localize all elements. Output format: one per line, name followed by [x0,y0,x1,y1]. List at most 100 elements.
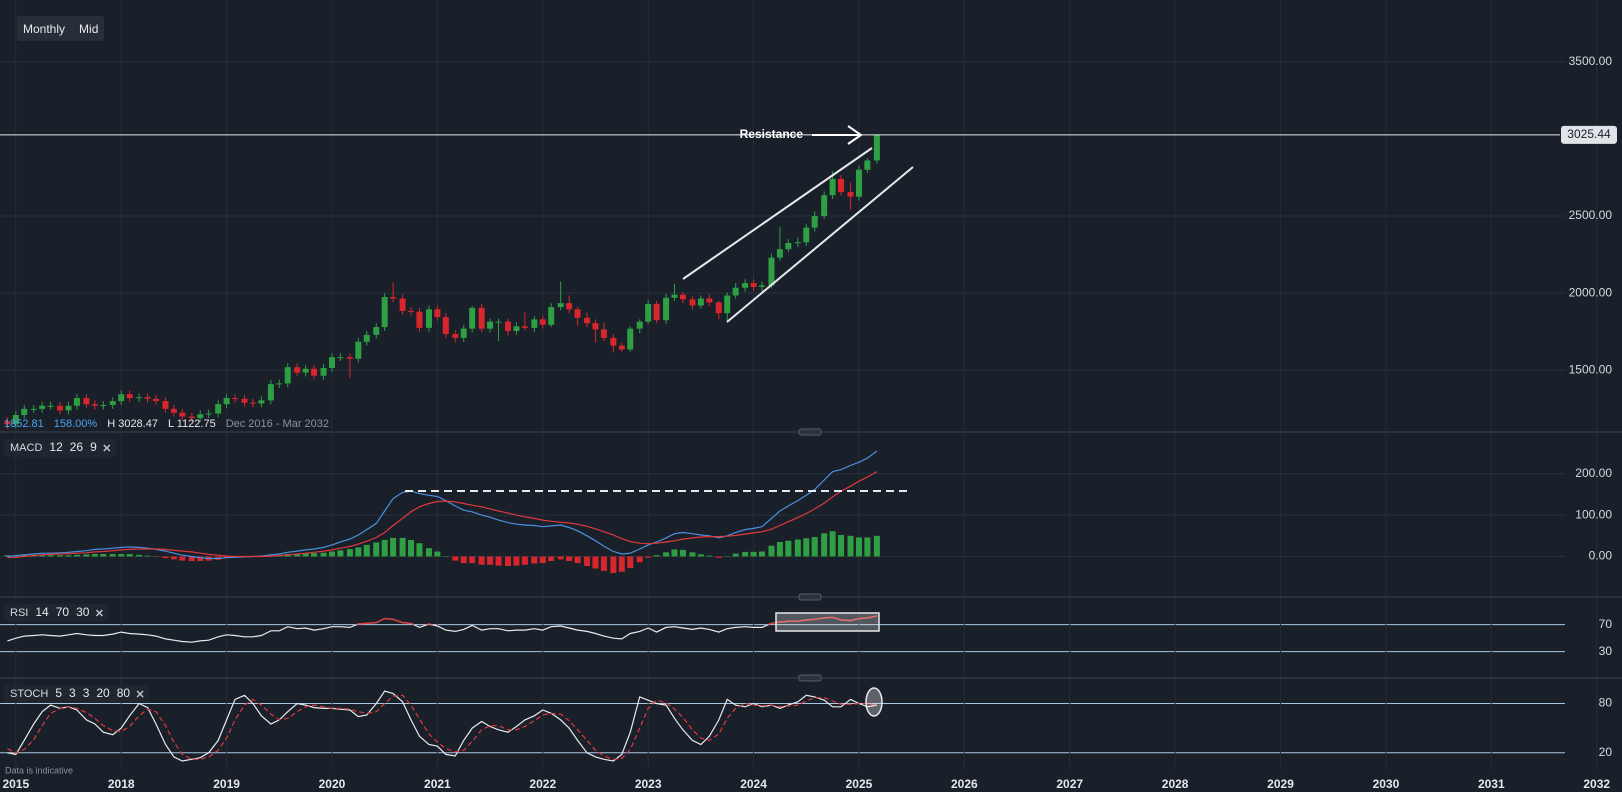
x-tick-label: 2027 [1056,777,1083,791]
y-tick-label: 80 [1599,696,1613,710]
histogram-bar [337,550,344,557]
candle-body [241,398,248,403]
indicator-name: STOCH [10,688,48,700]
histogram-bar [600,556,607,571]
candle-body [91,404,98,406]
x-tick-label: 2018 [108,777,135,791]
candle-body [346,357,353,359]
histogram-bar [363,544,370,557]
close-icon[interactable] [103,444,111,452]
histogram-bar [803,538,810,557]
histogram-bar [83,554,90,557]
candle-body [671,294,678,298]
histogram-bar [758,551,765,557]
candle-body [57,405,64,411]
candle-body [521,326,528,328]
resize-handle[interactable] [798,674,822,682]
histogram-bar [425,548,432,557]
x-tick-label: 2028 [1162,777,1189,791]
resize-handle[interactable] [798,593,822,601]
candle-body [39,405,46,409]
candle-body [821,195,828,216]
candle-body [785,243,792,250]
candle-body [4,421,11,425]
histogram-bar [126,553,133,557]
candle-body [425,309,432,328]
candle-body [697,298,704,306]
candle-body [548,307,555,325]
candle-body [328,357,335,368]
candle-body [758,285,765,287]
indicator-param: 14 [35,605,49,619]
histogram-bar [21,554,28,557]
footer-note: Data is indicative [5,765,73,775]
histogram-bar [390,537,397,557]
candle-body [742,283,749,288]
price-type-button[interactable]: Mid [79,21,99,36]
candle-body [144,397,151,399]
candle-body [416,311,423,328]
arrow-head [847,125,863,145]
histogram-bar [618,556,625,572]
candle-body [118,394,125,402]
histogram-bar [873,535,880,557]
x-tick-label: 2015 [2,777,29,791]
histogram-bar [294,553,301,557]
y-tick-label: 100.00 [1575,507,1612,521]
histogram-bar [689,552,696,557]
close-icon[interactable] [95,609,103,617]
candle-body [513,326,520,331]
histogram-bar [521,556,528,565]
histogram-bar [346,549,353,557]
histogram-bar [188,556,195,562]
candle-body [294,367,301,373]
histogram-bar [592,556,599,569]
histogram-bar [381,539,388,557]
candle-body [408,310,415,312]
close-icon[interactable] [136,690,144,698]
histogram-bar [855,537,862,557]
candle-body [109,401,116,405]
candle-body [724,295,731,314]
histogram-bar [495,556,502,566]
interval-button[interactable]: Monthly [23,21,66,36]
candle-body [873,134,880,161]
histogram-bar [4,555,11,557]
candle-body [205,413,212,415]
y-tick-label: 0.00 [1589,549,1613,563]
histogram-bar [610,556,617,574]
candle-body [170,408,177,413]
x-tick-label: 2021 [424,777,451,791]
histogram-bar [320,552,327,557]
indicator-name: RSI [10,607,28,619]
candle-body [478,307,485,329]
y-tick-label: 2500.00 [1569,208,1613,222]
candle-body [495,321,502,323]
summary-stat: 158.00% [54,418,98,430]
y-tick-label: 30 [1599,644,1613,658]
candle-body [232,398,239,400]
histogram-bar [460,556,467,564]
histogram-bar [100,553,107,557]
candle-body [803,227,810,243]
candle-body [258,400,265,404]
summary-stat: 1852.81 [4,418,44,430]
histogram-bar [109,553,116,557]
summary-stat: L 1122.75 [168,418,216,430]
y-tick-label: 3500.00 [1569,54,1613,68]
histogram-bar [732,553,739,557]
candle-body [390,297,397,299]
histogram-bar [65,555,72,557]
candle-body [302,368,309,373]
y-tick-label: 70 [1599,617,1613,631]
candle-body [715,302,722,314]
indicator-param: 30 [76,605,90,619]
candle-body [399,298,406,311]
histogram-bar [706,555,713,557]
resize-handle[interactable] [798,428,822,436]
rsi-line [7,615,878,643]
candle-body [627,328,634,350]
candle-body [355,341,362,359]
